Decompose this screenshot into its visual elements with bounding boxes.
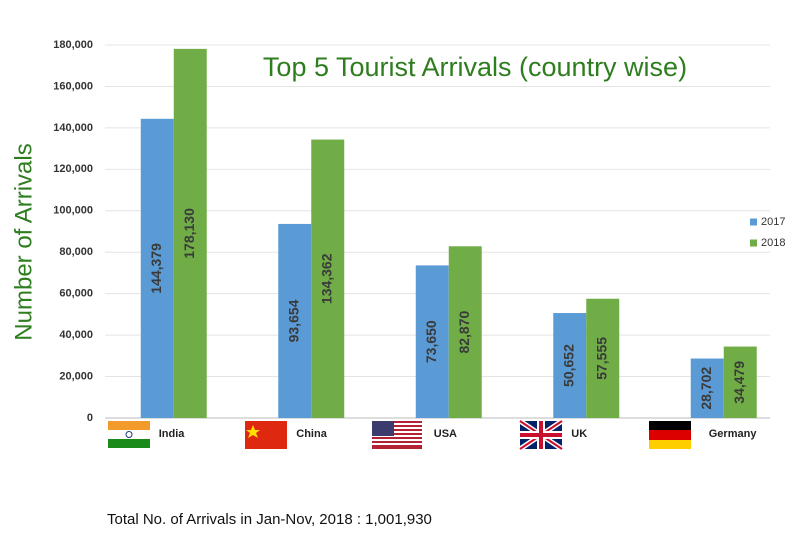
- value-label: 73,650: [423, 320, 439, 363]
- bar: [723, 346, 757, 418]
- y-tick-label: 20,000: [59, 370, 93, 382]
- legend-swatch: [750, 218, 757, 226]
- chart-title: Top 5 Tourist Arrivals (country wise): [263, 52, 687, 82]
- flag-uk: [518, 418, 564, 452]
- bar: [553, 313, 587, 418]
- bar: [415, 265, 449, 418]
- value-label: 34,479: [731, 361, 747, 404]
- x-tick-label: China: [296, 428, 327, 440]
- y-tick-label: 140,000: [53, 122, 93, 134]
- bar: [586, 298, 620, 418]
- bar: [173, 48, 207, 418]
- footnote: Total No. of Arrivals in Jan-Nov, 2018 :…: [107, 511, 432, 528]
- bar: [448, 246, 482, 418]
- y-tick-label: 0: [87, 412, 93, 424]
- flag-india: [108, 421, 150, 448]
- bar: [140, 118, 174, 418]
- value-label: 50,652: [560, 344, 576, 387]
- y-tick-label: 120,000: [53, 163, 93, 175]
- value-label: 93,654: [285, 299, 301, 342]
- y-tick-label: 160,000: [53, 80, 93, 92]
- value-label: 178,130: [181, 208, 197, 259]
- value-label: 57,555: [593, 337, 609, 380]
- y-tick-label: 100,000: [53, 205, 93, 217]
- y-axis-label: Number of Arrivals: [10, 143, 37, 340]
- x-tick-label: India: [159, 428, 186, 440]
- flag-china: [245, 421, 287, 449]
- x-tick-label: UK: [571, 428, 587, 440]
- flag-usa: [372, 421, 422, 449]
- legend-label: 2017: [761, 216, 785, 228]
- x-tick-label: Germany: [709, 428, 758, 440]
- legend-swatch: [750, 239, 757, 247]
- value-label: 134,362: [318, 253, 334, 304]
- bar: [278, 223, 312, 418]
- y-tick-label: 80,000: [59, 246, 93, 258]
- value-label: 144,379: [148, 243, 164, 294]
- y-tick-label: 40,000: [59, 329, 93, 341]
- x-tick-label: USA: [434, 428, 457, 440]
- value-label: 82,870: [456, 311, 472, 354]
- y-tick-label: 60,000: [59, 288, 93, 300]
- bar: [690, 358, 724, 418]
- value-label: 28,702: [698, 367, 714, 410]
- flag-germany: [649, 421, 691, 449]
- y-tick-label: 180,000: [53, 39, 93, 51]
- bar: [311, 139, 345, 418]
- legend-label: 2018: [761, 237, 785, 249]
